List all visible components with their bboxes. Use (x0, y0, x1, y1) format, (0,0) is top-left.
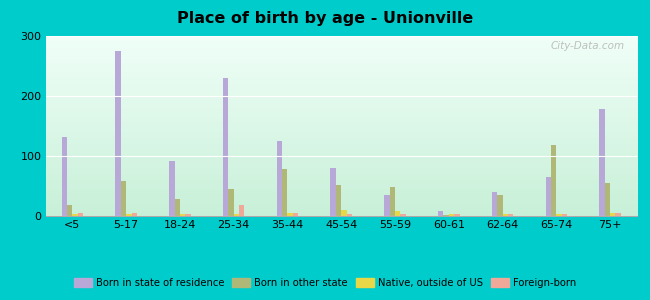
Bar (293, 213, 298, 216)
Bar (239, 205, 244, 216)
Bar (497, 195, 502, 216)
Bar (551, 145, 556, 216)
Bar (346, 214, 352, 216)
Bar (72, 214, 78, 216)
Bar (448, 214, 454, 216)
Bar (234, 214, 239, 216)
Bar (389, 187, 395, 216)
Bar (185, 214, 190, 216)
Bar (545, 177, 551, 216)
Bar (180, 214, 185, 216)
Bar (78, 213, 83, 216)
Bar (131, 213, 137, 216)
Bar (282, 169, 287, 216)
Bar (610, 213, 616, 216)
Legend: Born in state of residence, Born in other state, Native, outside of US, Foreign-: Born in state of residence, Born in othe… (70, 274, 580, 292)
Bar (175, 199, 180, 216)
Bar (443, 215, 448, 216)
Bar (604, 183, 610, 216)
Bar (562, 214, 567, 216)
Text: City-Data.com: City-Data.com (551, 41, 625, 51)
Text: Place of birth by age - Unionville: Place of birth by age - Unionville (177, 11, 473, 26)
Bar (121, 181, 126, 216)
Bar (228, 189, 234, 216)
Bar (599, 109, 605, 216)
Bar (438, 211, 443, 216)
Bar (126, 214, 131, 216)
Bar (277, 141, 282, 216)
Bar (454, 214, 460, 216)
Bar (223, 78, 228, 216)
Bar (116, 51, 121, 216)
Bar (341, 210, 346, 216)
Bar (502, 214, 508, 216)
Bar (384, 195, 389, 216)
Bar (67, 205, 72, 216)
Bar (62, 137, 67, 216)
Bar (336, 185, 341, 216)
Bar (492, 192, 497, 216)
Bar (330, 168, 336, 216)
Bar (616, 213, 621, 216)
Bar (400, 214, 406, 216)
Bar (395, 211, 400, 216)
Bar (556, 214, 562, 216)
Bar (169, 161, 175, 216)
Bar (287, 213, 293, 216)
Bar (508, 214, 514, 216)
